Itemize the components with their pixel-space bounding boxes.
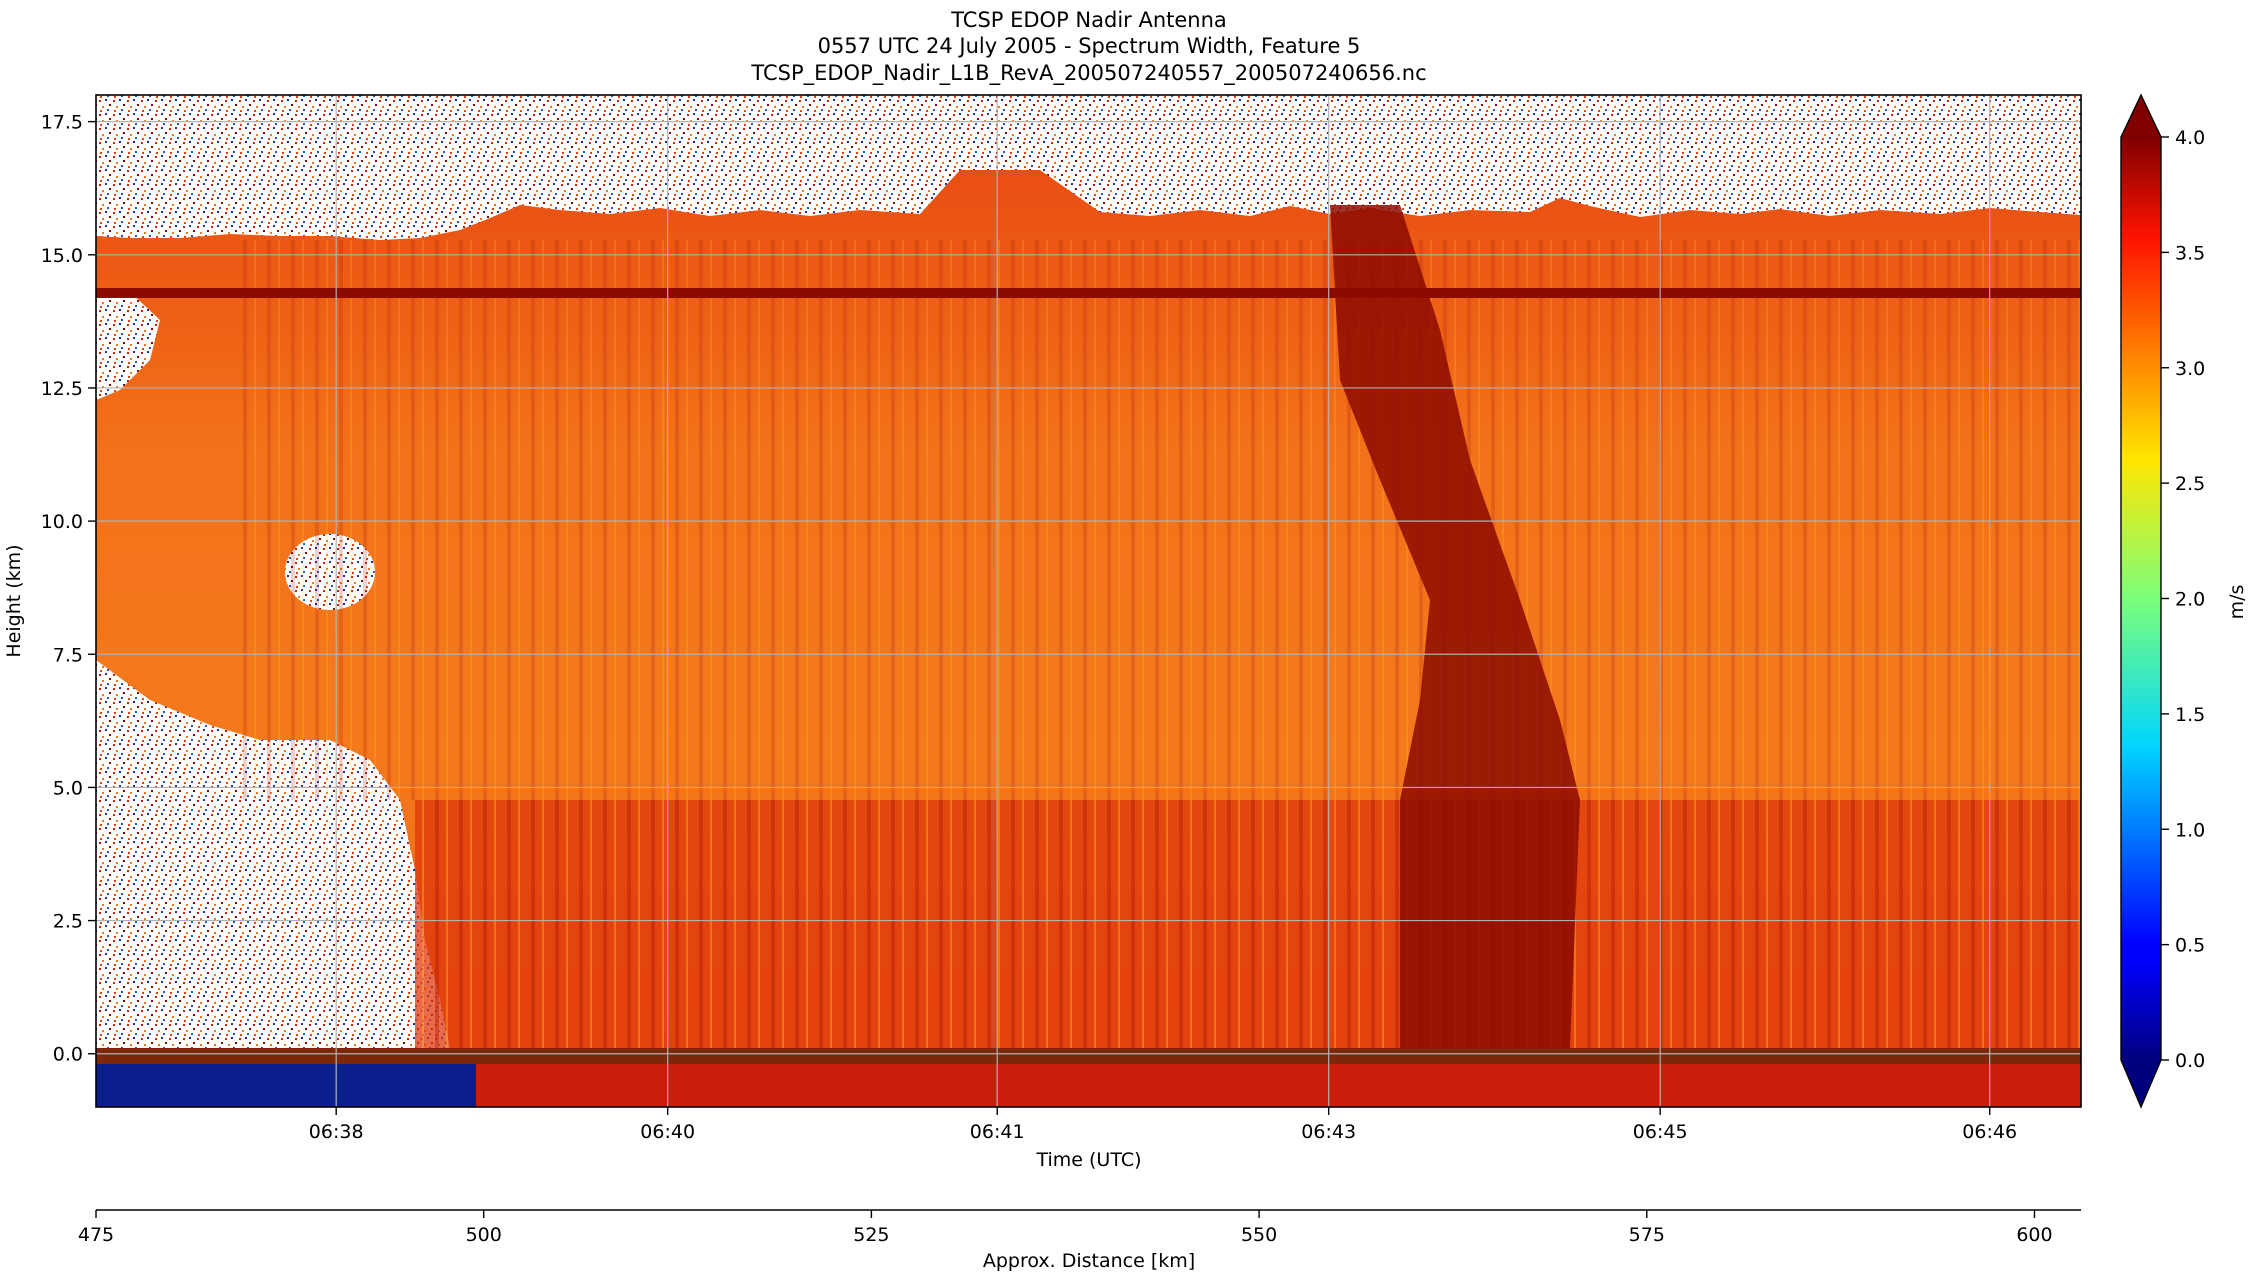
colorbar-extend-bottom [2121, 1060, 2161, 1107]
plot-area [96, 95, 2081, 1107]
x-axis-label: Time (UTC) [1035, 1149, 1141, 1171]
y-tick-label: 10.0 [41, 511, 83, 533]
colorbar-tick-label: 3.0 [2175, 358, 2205, 380]
x-tick-label: 06:38 [309, 1121, 364, 1143]
subsurface-right [476, 1064, 2081, 1107]
distance-tick-label: 525 [853, 1224, 889, 1246]
colorbar-tick-label: 1.0 [2175, 819, 2205, 841]
surface-strip [96, 1048, 2081, 1064]
colorbar-extend-top [2121, 95, 2161, 137]
clear-air-left-upper [96, 290, 160, 400]
colorbar-tick-label: 0.5 [2175, 935, 2205, 957]
y-tick-label: 17.5 [41, 112, 83, 134]
colorbar-tick-label: 2.5 [2175, 473, 2205, 495]
upper-dark-line [96, 288, 2081, 298]
y-tick-label: 12.5 [41, 378, 83, 400]
y-tick-label: 5.0 [53, 777, 83, 799]
y-tick-label: 7.5 [53, 644, 83, 666]
y-axis: 0.0 2.5 5.0 7.5 10.0 12.5 15.0 17.5 [41, 112, 96, 1066]
mid-layer-streaks [240, 240, 2081, 800]
distance-tick-label: 475 [78, 1224, 114, 1246]
chart-title-line-3: TCSP_EDOP_Nadir_L1B_RevA_200507240557_20… [750, 61, 1426, 86]
distance-tick-label: 550 [1241, 1224, 1277, 1246]
y-tick-label: 0.0 [53, 1044, 83, 1066]
y-tick-label: 2.5 [53, 911, 83, 933]
colorbar-label: m/s [2226, 585, 2248, 620]
colorbar-tick-label: 1.5 [2175, 704, 2205, 726]
x-tick-label: 06:40 [640, 1121, 695, 1143]
distance-tick-label: 600 [2016, 1224, 2052, 1246]
distance-tick-label: 500 [466, 1224, 502, 1246]
subsurface-left [96, 1064, 476, 1107]
x-axis: 06:38 06:40 06:41 06:43 06:45 06:46 [309, 1107, 2017, 1143]
colorbar-tick-label: 4.0 [2175, 127, 2205, 149]
x-tick-label: 06:43 [1301, 1121, 1356, 1143]
colorbar-tick-label: 2.0 [2175, 589, 2205, 611]
lower-layer-streaks [415, 800, 2081, 1048]
distance-tick-label: 575 [1629, 1224, 1665, 1246]
grid [96, 95, 2081, 1107]
y-tick-label: 15.0 [41, 245, 83, 267]
chart-title-line-2: 0557 UTC 24 July 2005 - Spectrum Width, … [818, 34, 1361, 58]
x-tick-label: 06:46 [1962, 1121, 2017, 1143]
colorbar-tick-label: 3.5 [2175, 242, 2205, 264]
distance-axis: 475 500 525 550 575 600 [78, 1210, 2053, 1246]
x-tick-label: 06:41 [970, 1121, 1025, 1143]
dark-core [1330, 205, 1580, 1048]
y-axis-label: Height (km) [3, 544, 25, 657]
colorbar-tick-label: 0.0 [2175, 1050, 2205, 1072]
colorbar: 0.0 0.5 1.0 1.5 2.0 2.5 3.0 3.5 4.0 m/s [2120, 93, 2248, 1109]
plot-frame [95, 94, 2082, 1108]
x-tick-label: 06:45 [1633, 1121, 1688, 1143]
colorbar-axis: 0.0 0.5 1.0 1.5 2.0 2.5 3.0 3.5 4.0 [2161, 127, 2205, 1072]
distance-axis-label: Approx. Distance [km] [983, 1250, 1195, 1272]
chart-title-line-1: TCSP EDOP Nadir Antenna [950, 8, 1227, 32]
clear-air-top [96, 95, 2081, 240]
colorbar-body [2121, 137, 2161, 1060]
